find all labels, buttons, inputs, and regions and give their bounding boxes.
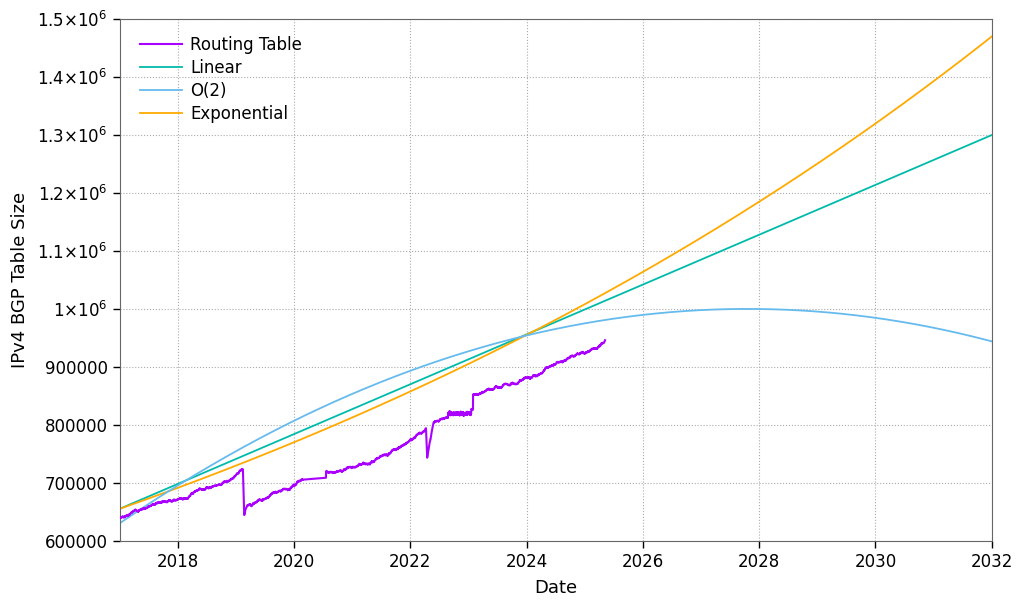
Legend: Routing Table, Linear, O(2), Exponential: Routing Table, Linear, O(2), Exponential	[133, 29, 308, 130]
X-axis label: Date: Date	[535, 579, 578, 597]
Y-axis label: IPv4 BGP Table Size: IPv4 BGP Table Size	[11, 192, 29, 368]
